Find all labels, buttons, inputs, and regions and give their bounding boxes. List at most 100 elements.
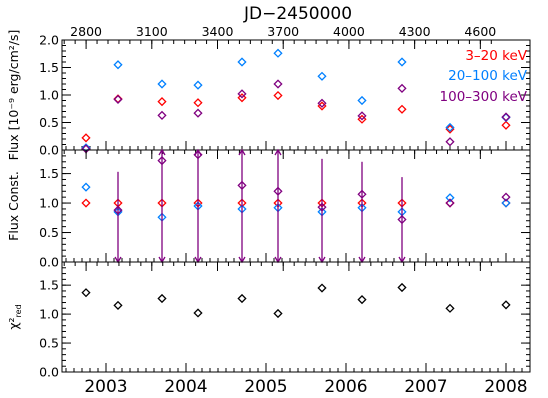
point-100-300kev	[273, 186, 283, 196]
point-20-100kev	[445, 122, 455, 133]
point-100-300kev	[501, 192, 511, 202]
point-20-100kev	[445, 193, 455, 203]
y-tick-label: 1.0	[39, 88, 59, 103]
jd-tick-label: 4300	[399, 24, 431, 39]
y-tick-label: 1.0	[39, 307, 59, 322]
point-chi2	[397, 282, 407, 293]
point-100-300kev	[193, 150, 203, 160]
point-chi2	[501, 300, 511, 310]
panel-frame-chi2	[61, 261, 531, 373]
point-20-100kev	[317, 207, 327, 217]
jd-tick-label: 3700	[267, 24, 299, 39]
point-20-100kev	[113, 60, 123, 70]
point-100-300kev	[397, 214, 407, 225]
point-3-20kev	[445, 124, 455, 134]
point-3-20kev	[317, 101, 327, 111]
point-chi2	[317, 283, 327, 293]
point-3-20kev	[81, 198, 91, 208]
jd-tick-label: 4000	[333, 24, 365, 39]
point-chi2	[81, 288, 91, 298]
panel-frame-fluxconst	[61, 149, 531, 263]
point-20-100kev	[193, 201, 203, 211]
y-tick-label: 1.5	[39, 166, 59, 181]
point-20-100kev	[273, 48, 283, 58]
y-tick-label: 1.5	[39, 60, 59, 75]
legend-entry-100-300kev: 100–300 keV	[440, 89, 528, 105]
point-3-20kev	[193, 98, 203, 108]
year-tick-label: 2004	[164, 377, 207, 397]
jd-tick-label: 2800	[70, 24, 102, 39]
legend-entry-3-20kev: 3–20 keV	[465, 48, 527, 64]
point-100-300kev	[113, 94, 123, 104]
top-axis-title: JD−2450000	[243, 4, 352, 24]
y-axis-title-chi2: χ²red	[6, 304, 23, 329]
point-3-20kev	[273, 198, 283, 208]
point-20-100kev	[193, 80, 203, 90]
point-20-100kev	[317, 71, 327, 81]
point-20-100kev	[237, 57, 247, 67]
point-100-300kev	[273, 79, 283, 89]
point-20-100kev	[273, 203, 283, 213]
y-tick-label: 1.5	[39, 278, 59, 293]
point-20-100kev	[237, 204, 247, 214]
point-100-300kev	[445, 137, 455, 147]
y-axis-title-subscript: red	[14, 304, 23, 317]
y-tick-label: 2.0	[39, 33, 59, 48]
point-100-300kev	[317, 98, 327, 108]
point-100-300kev	[157, 110, 167, 120]
point-chi2	[273, 308, 283, 319]
y-tick-label: 1.0	[39, 196, 59, 211]
point-100-300kev	[501, 112, 511, 122]
year-tick-label: 2005	[244, 377, 287, 397]
y-axis-title-fluxconst: Flux Const.	[6, 171, 21, 241]
year-tick-label: 2007	[404, 377, 447, 397]
point-3-20kev	[397, 198, 407, 208]
point-100-300kev	[317, 202, 327, 212]
point-3-20kev	[445, 198, 455, 208]
error-arrow-100-300kev	[274, 148, 282, 156]
point-3-20kev	[501, 120, 511, 130]
point-100-300kev	[157, 156, 167, 166]
point-100-300kev	[237, 180, 247, 190]
point-20-100kev	[357, 203, 367, 213]
point-3-20kev	[81, 133, 91, 143]
point-20-100kev	[501, 198, 511, 208]
error-arrow-100-300kev	[158, 148, 166, 156]
point-20-100kev	[357, 95, 367, 106]
point-20-100kev	[81, 182, 91, 192]
y-tick-label: 0.0	[39, 255, 59, 270]
y-axis-title-flux: Flux [10⁻⁹ erg/cm²/s]	[6, 30, 21, 161]
y-tick-label: 0.5	[39, 115, 59, 130]
year-tick-label: 2003	[84, 377, 127, 397]
year-tick-label: 2008	[484, 377, 527, 397]
point-20-100kev	[157, 212, 167, 222]
y-tick-label: 0.0	[39, 143, 59, 158]
y-tick-label: 0.5	[39, 225, 59, 240]
point-3-20kev	[113, 198, 123, 208]
error-arrow-100-300kev	[238, 148, 246, 156]
point-100-300kev	[81, 144, 91, 154]
point-100-300kev	[237, 89, 247, 99]
jd-tick-label: 4600	[464, 24, 496, 39]
point-chi2	[445, 303, 455, 313]
point-3-20kev	[157, 97, 167, 107]
point-3-20kev	[357, 198, 367, 208]
point-3-20kev	[157, 198, 167, 208]
point-100-300kev	[357, 111, 367, 121]
point-20-100kev	[397, 57, 407, 67]
point-20-100kev	[113, 207, 123, 217]
jd-tick-label: 3400	[202, 24, 234, 39]
point-100-300kev	[445, 198, 455, 208]
point-chi2	[357, 295, 367, 305]
year-tick-label: 2006	[324, 377, 367, 397]
point-chi2	[193, 308, 203, 318]
jd-tick-label: 3100	[136, 24, 168, 39]
point-20-100kev	[157, 79, 167, 89]
point-chi2	[157, 293, 167, 304]
point-3-20kev	[237, 198, 247, 208]
y-tick-label: 0.0	[39, 365, 59, 380]
point-chi2	[113, 300, 123, 311]
point-3-20kev	[397, 104, 407, 114]
point-100-300kev	[193, 108, 203, 118]
legend-entry-20-100kev: 20–100 keV	[448, 68, 528, 84]
